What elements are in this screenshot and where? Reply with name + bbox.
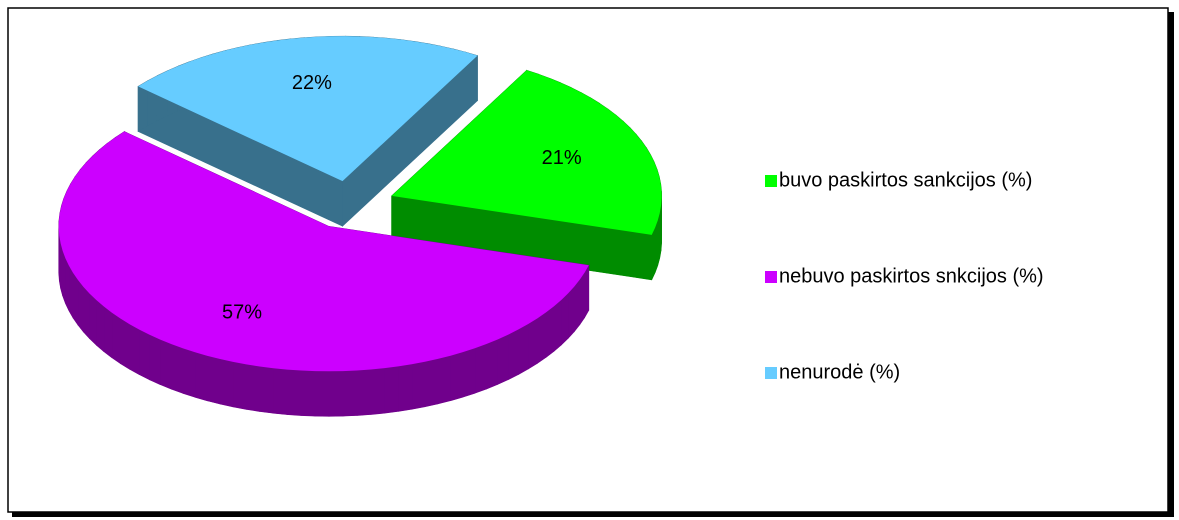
slice-wall — [508, 328, 519, 381]
slice-wall — [82, 285, 90, 340]
slice-wall — [584, 264, 590, 319]
slice-wall — [138, 329, 150, 381]
legend-label: nenurodė (%) — [779, 361, 900, 383]
slice-wall — [120, 317, 130, 370]
slice-wall — [462, 347, 476, 398]
slice-wall — [474, 343, 487, 394]
slice-wall — [497, 334, 509, 385]
slice-wall — [159, 339, 172, 390]
slice-wall — [207, 355, 221, 405]
slice-wall — [397, 363, 413, 412]
data-label: 21% — [542, 147, 582, 169]
slice-wall — [77, 278, 84, 333]
slice-wall — [129, 323, 140, 376]
slice-wall — [537, 311, 547, 364]
slice-wall — [486, 338, 498, 390]
legend-swatch — [765, 367, 777, 379]
slice-wall — [194, 351, 208, 402]
slice-wall — [384, 366, 399, 414]
slice-wall — [527, 317, 538, 370]
pie-slice — [137, 35, 478, 227]
slice-top — [58, 131, 589, 372]
slice-wall — [518, 323, 529, 375]
slice-wall — [561, 292, 569, 346]
slice-wall — [111, 312, 121, 365]
slice-wall — [450, 351, 464, 402]
slice-top — [391, 70, 662, 235]
slice-wall — [567, 285, 575, 340]
slice-wall — [370, 367, 385, 415]
slice-wall — [259, 366, 274, 414]
slice-wall — [342, 370, 358, 417]
slice-wall — [182, 347, 196, 398]
legend-swatch — [765, 271, 777, 283]
slice-wall — [72, 271, 79, 326]
slice-wall — [328, 370, 344, 417]
slice-wall — [103, 305, 113, 359]
slice-wall — [286, 369, 302, 416]
slice-wall — [171, 343, 184, 394]
slice-wall — [651, 227, 656, 280]
slice-wall — [62, 250, 66, 304]
data-label: 22% — [292, 72, 332, 94]
slice-wall — [219, 358, 234, 408]
slice-wall — [68, 264, 74, 319]
slice-wall — [654, 220, 659, 273]
slice-wall — [574, 278, 581, 333]
legend-label: buvo paskirtos sankcijos (%) — [779, 169, 1032, 191]
slice-wall — [437, 355, 451, 405]
slice-wall — [245, 364, 260, 412]
pie-slice — [391, 69, 662, 281]
slice-wall — [579, 271, 585, 326]
slice-wall — [411, 361, 426, 410]
slice-wall — [314, 370, 330, 417]
slice-wall — [356, 369, 372, 416]
slice-wall — [424, 358, 439, 408]
slice-wall — [273, 367, 288, 415]
slice-wall — [95, 299, 105, 353]
legend-label: nebuvo paskirtos snkcijos (%) — [779, 265, 1044, 287]
slice-wall — [300, 370, 316, 417]
slice-wall — [89, 292, 97, 346]
legend-swatch — [765, 175, 777, 187]
pie-slice — [58, 130, 590, 417]
slice-wall — [149, 334, 161, 386]
slice-wall — [553, 299, 562, 352]
slice-wall — [232, 361, 247, 410]
slice-top — [138, 36, 478, 182]
slice-wall — [545, 305, 555, 358]
slice-wall — [65, 258, 70, 311]
data-label: 57% — [222, 301, 262, 323]
